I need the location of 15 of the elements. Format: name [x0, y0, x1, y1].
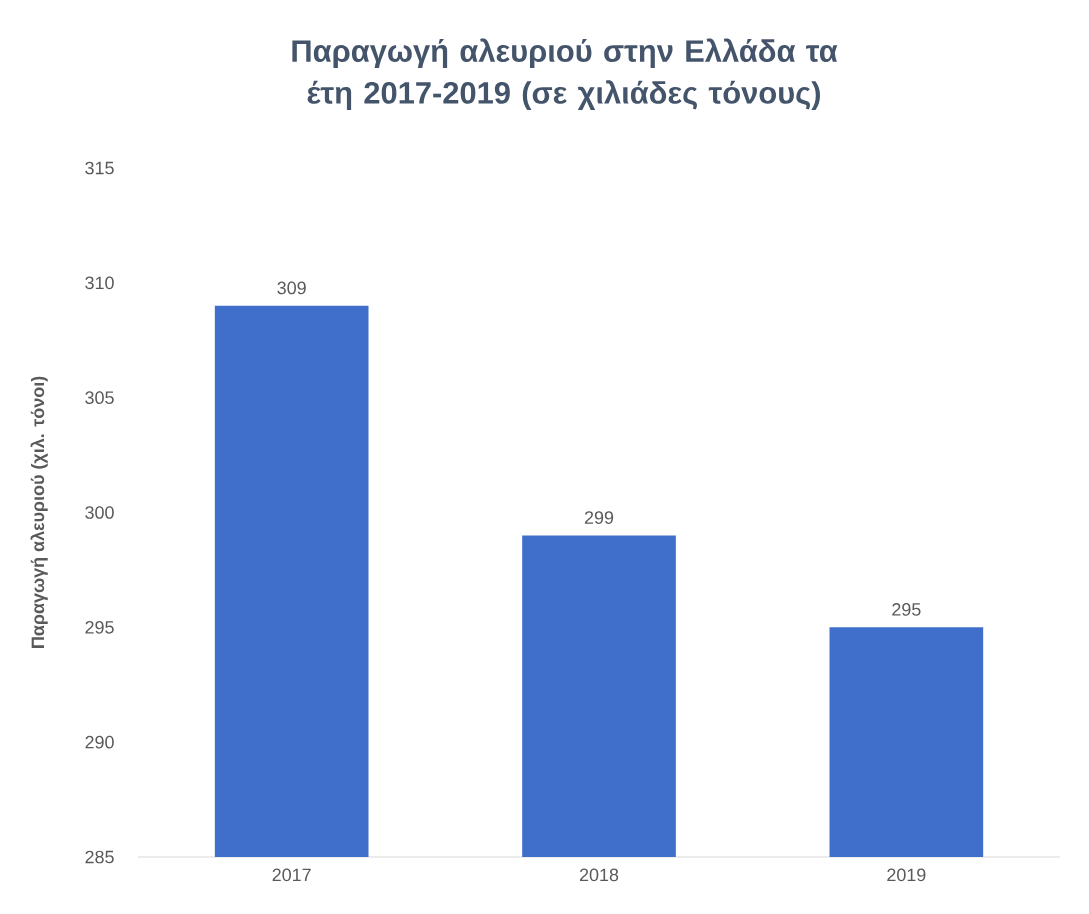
- y-tick-label: 290: [85, 735, 114, 749]
- chart-title: Παραγωγή αλευριού στην Ελλάδα τα έτη 2017-2019 (σε χιλιάδες τόνους): [292, 38, 838, 110]
- y-tick-label: 300: [85, 506, 114, 519]
- data-label: 299: [584, 511, 614, 524]
- data-label: 309: [277, 281, 306, 295]
- y-tick-label: 315: [85, 161, 114, 175]
- y-axis-title: Παραγωγή αλευριού (χιλ. τόνοι): [30, 376, 48, 648]
- x-tick-label: 2017: [272, 868, 311, 882]
- x-tick-label: 2018: [579, 868, 619, 882]
- y-tick-label: 310: [85, 276, 114, 290]
- y-tick-label: 305: [85, 391, 114, 404]
- x-tick-label: 2019: [887, 868, 926, 882]
- y-tick-label: 285: [85, 850, 114, 864]
- data-label: 295: [892, 603, 921, 616]
- y-tick-label: 295: [85, 620, 114, 634]
